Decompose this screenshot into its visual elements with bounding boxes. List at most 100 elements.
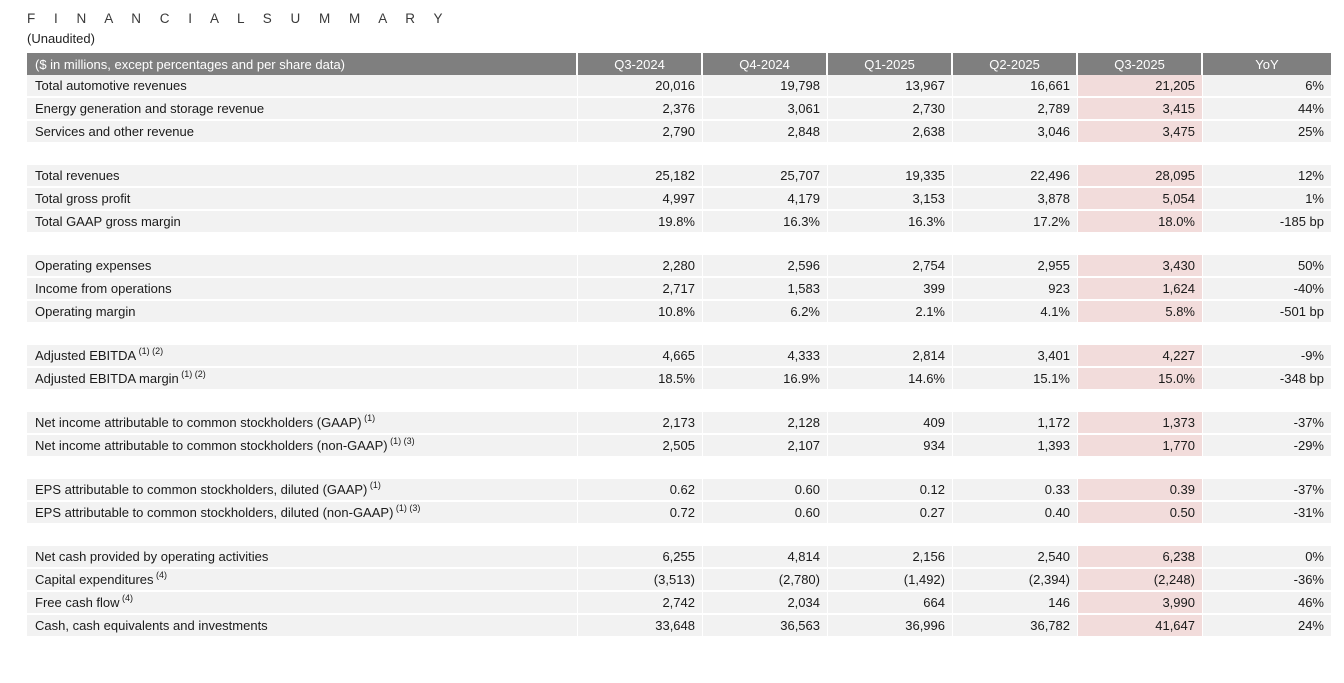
row-label: Income from operations [27,278,578,301]
cell-value: 3,878 [953,188,1078,211]
cell-yoy: 1% [1203,188,1331,211]
cell-yoy: -501 bp [1203,301,1331,324]
column-header-label: ($ in millions, except percentages and p… [27,53,578,75]
cell-yoy: -37% [1203,412,1331,435]
cell-value: 3,475 [1078,121,1203,144]
section-spacer [27,324,1331,345]
cell-value: 2,789 [953,98,1078,121]
cell-value: 664 [828,592,953,615]
cell-value: 16.3% [703,211,828,234]
row-label: Capital expenditures (4) [27,569,578,592]
footnote-ref: (1) [361,412,376,423]
spacer-cell [27,458,1331,479]
cell-value: 25,182 [578,165,703,188]
cell-yoy: 25% [1203,121,1331,144]
cell-value: 36,996 [828,615,953,638]
column-header-yoy: YoY [1203,53,1331,75]
cell-value: 4,997 [578,188,703,211]
cell-value: 0.50 [1078,502,1203,525]
spacer-cell [27,324,1331,345]
row-label: Operating margin [27,301,578,324]
cell-value: 3,046 [953,121,1078,144]
cell-value: 3,401 [953,345,1078,368]
cell-value: 18.0% [1078,211,1203,234]
row-label: EPS attributable to common stockholders,… [27,502,578,525]
cell-value: 1,624 [1078,278,1203,301]
cell-value: 409 [828,412,953,435]
cell-value: (3,513) [578,569,703,592]
table-row: Total gross profit 4,997 4,179 3,153 3,878 5,… [27,188,1331,211]
cell-value: 21,205 [1078,75,1203,98]
cell-value: 2,638 [828,121,953,144]
cell-value: 2,742 [578,592,703,615]
cell-value: 1,393 [953,435,1078,458]
cell-value: 18.5% [578,368,703,391]
table-header: ($ in millions, except percentages and p… [27,53,1331,75]
cell-value: 0.40 [953,502,1078,525]
row-label: Total automotive revenues [27,75,578,98]
cell-value: 17.2% [953,211,1078,234]
footnote-ref: (1) (3) [393,502,421,513]
table-row: Income from operations 2,717 1,583 399 923 1,… [27,278,1331,301]
cell-value: 1,172 [953,412,1078,435]
cell-value: 2,156 [828,546,953,569]
cell-value: 4,665 [578,345,703,368]
cell-value: 16.9% [703,368,828,391]
cell-value: (2,394) [953,569,1078,592]
table-row: Total automotive revenues 20,016 19,798 13,… [27,75,1331,98]
cell-yoy: -31% [1203,502,1331,525]
section-spacer [27,458,1331,479]
spacer-cell [27,234,1331,255]
column-header-q4-2024: Q4-2024 [703,53,828,75]
cell-value: 10.8% [578,301,703,324]
cell-value: 13,967 [828,75,953,98]
cell-value: 2,107 [703,435,828,458]
row-label: Net income attributable to common stockh… [27,435,578,458]
footnote-ref: (4) [119,592,134,603]
cell-yoy: -36% [1203,569,1331,592]
cell-value: 2,505 [578,435,703,458]
cell-yoy: 24% [1203,615,1331,638]
financial-summary-page: F I N A N C I A L S U M M A R Y (Unaudit… [27,11,1331,638]
cell-value: 19,335 [828,165,953,188]
row-label: Adjusted EBITDA margin (1) (2) [27,368,578,391]
cell-value: 4.1% [953,301,1078,324]
section-spacer [27,525,1331,546]
table-row: Net cash provided by operating activitie… [27,546,1331,569]
cell-yoy: -29% [1203,435,1331,458]
cell-value: 16,661 [953,75,1078,98]
footnote-ref: (1) (2) [178,368,206,379]
cell-yoy: 0% [1203,546,1331,569]
cell-value: 4,814 [703,546,828,569]
cell-value: 6.2% [703,301,828,324]
cell-value: 16.3% [828,211,953,234]
cell-value: 19.8% [578,211,703,234]
cell-value: 0.12 [828,479,953,502]
table-row: Adjusted EBITDA margin (1) (2) 18.5% 16.9%… [27,368,1331,391]
table-row: Operating expenses 2,280 2,596 2,754 2,955 3,… [27,255,1331,278]
section-spacer [27,144,1331,165]
row-label: Services and other revenue [27,121,578,144]
cell-value: 0.60 [703,479,828,502]
cell-value: 33,648 [578,615,703,638]
row-label: Total gross profit [27,188,578,211]
cell-value: 28,095 [1078,165,1203,188]
cell-value: (2,248) [1078,569,1203,592]
table-row: Cash, cash equivalents and investments 33… [27,615,1331,638]
cell-value: 2,280 [578,255,703,278]
cell-value: 0.33 [953,479,1078,502]
cell-yoy: -37% [1203,479,1331,502]
cell-value: 1,583 [703,278,828,301]
cell-value: 3,430 [1078,255,1203,278]
cell-value: 1,373 [1078,412,1203,435]
cell-value: 146 [953,592,1078,615]
column-header-q2-2025: Q2-2025 [953,53,1078,75]
cell-value: 2,955 [953,255,1078,278]
spacer-cell [27,144,1331,165]
cell-value: 25,707 [703,165,828,188]
section-spacer [27,234,1331,255]
cell-value: 0.60 [703,502,828,525]
cell-value: 15.1% [953,368,1078,391]
table-body: Total automotive revenues 20,016 19,798 13,… [27,75,1331,638]
cell-value: 2,173 [578,412,703,435]
